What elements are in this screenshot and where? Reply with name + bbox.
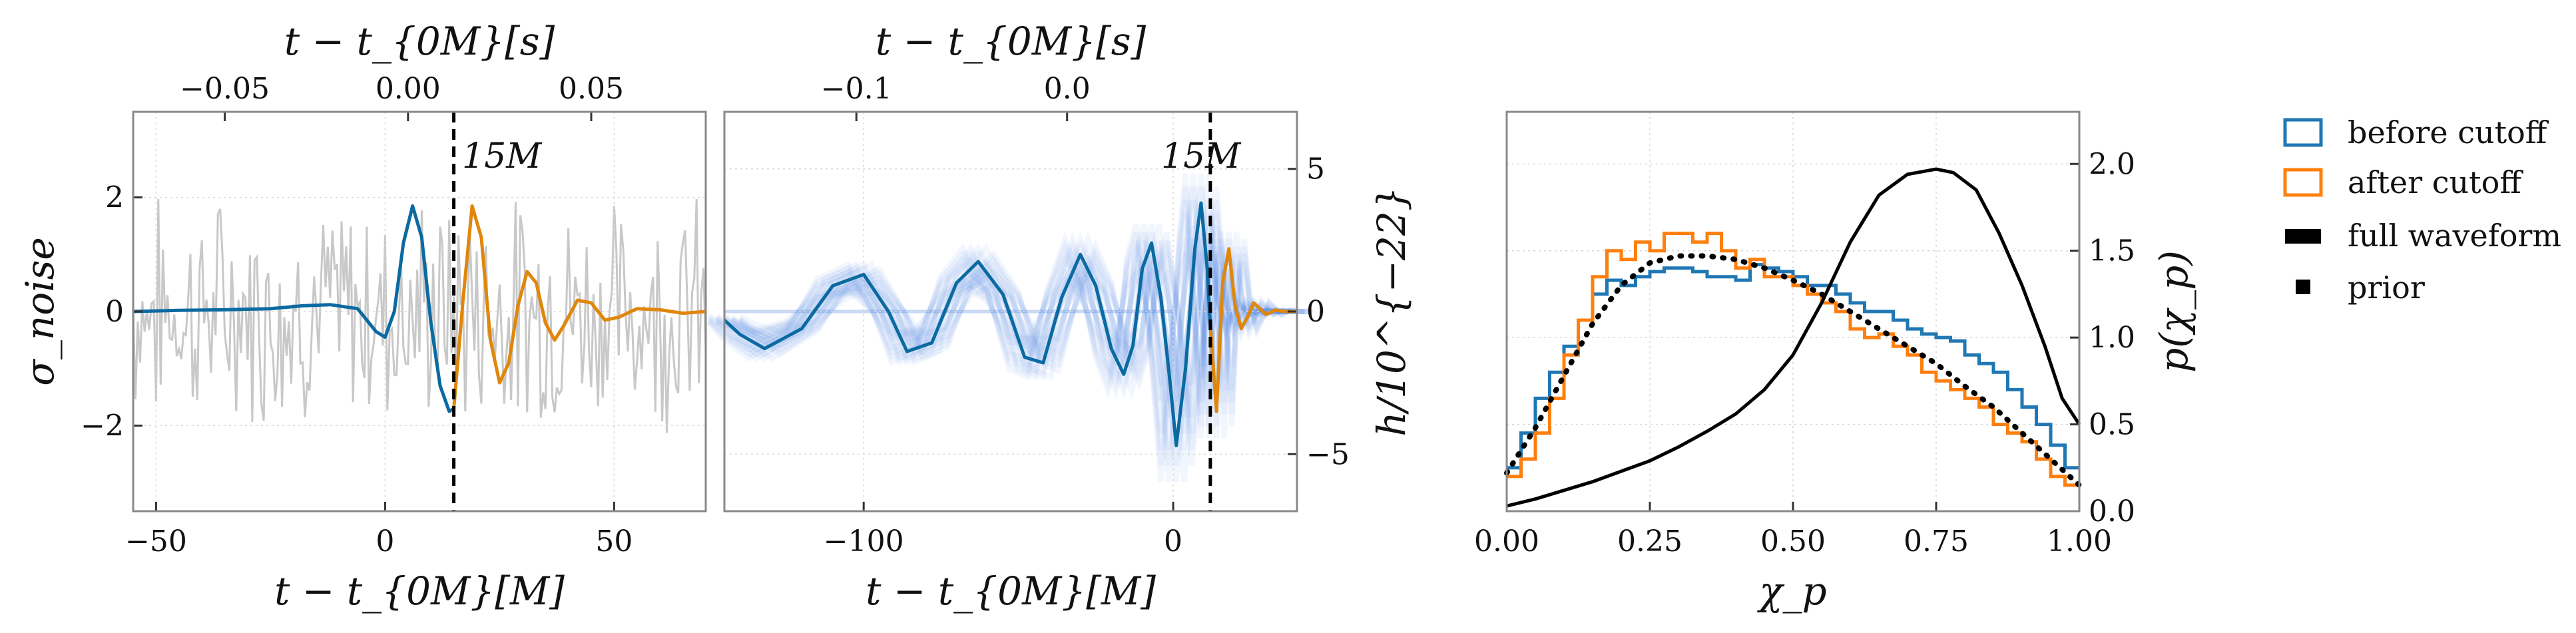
p3-ytick-label: 1.5 bbox=[2089, 234, 2135, 268]
p1-xtick-label: 0 bbox=[376, 525, 394, 558]
p2-xtick-label: 0 bbox=[1164, 525, 1182, 558]
posterior-draw bbox=[738, 225, 1313, 418]
panel3-y-axis-title: p(χ_p) bbox=[2151, 250, 2196, 373]
panel3-x-axis-title: χ_p bbox=[1756, 568, 1826, 614]
legend-label-before: before cutoff bbox=[2348, 114, 2549, 150]
posterior-draw bbox=[722, 238, 1297, 402]
panel1-top-axis-title: t − t_{0M}[s] bbox=[284, 19, 555, 64]
p2-ytick-label: 0 bbox=[1306, 295, 1325, 329]
posterior-draw bbox=[706, 173, 1282, 483]
panel3-frame bbox=[1505, 110, 2081, 513]
p2-xtick-label: −100 bbox=[824, 525, 904, 558]
p3-xtick-label: 0.00 bbox=[1474, 525, 1539, 558]
chi-p-posterior-panel: 0.00 0.25 0.50 0.75 1.000.00.51.01.52.0 χ_p … bbox=[1474, 110, 2196, 614]
panel1-after-line bbox=[452, 204, 706, 409]
legend-label-prior: prior bbox=[2348, 270, 2425, 306]
posterior-draw bbox=[707, 212, 1282, 434]
panel1-ticks: −50 0 50 −2 0 2 −0.05 0.00 0.05 bbox=[81, 72, 633, 558]
posterior-draw bbox=[738, 251, 1313, 386]
posterior-draw bbox=[715, 225, 1290, 418]
legend-label-full: full waveform bbox=[2348, 218, 2561, 254]
p1-xtick-label: 50 bbox=[595, 525, 633, 558]
p2-ytick-label: 5 bbox=[1306, 152, 1325, 186]
p3-ytick-label: 0.0 bbox=[2089, 495, 2135, 528]
panel1-before-line bbox=[132, 204, 455, 413]
p3-xtick-label: 0.25 bbox=[1617, 525, 1682, 558]
panel1-frame bbox=[132, 110, 707, 513]
legend-entry-before-cutoff: before cutoff bbox=[2283, 114, 2549, 150]
p3-ytick-label: 1.0 bbox=[2089, 321, 2135, 355]
p1-ytick-label: −2 bbox=[81, 409, 124, 443]
noise-trace bbox=[132, 199, 707, 433]
prior-line bbox=[1504, 253, 2082, 488]
panel2-lines bbox=[723, 112, 1297, 511]
posterior-draw bbox=[714, 173, 1290, 483]
legend-entry-full-waveform: full waveform bbox=[2285, 218, 2561, 254]
panel1-x-axis-title: t − t_{0M}[M] bbox=[274, 568, 565, 614]
full-waveform-line bbox=[1506, 167, 2081, 508]
panel2-cutoff-label: 15M bbox=[1161, 136, 1242, 176]
p1-xtick-label: −50 bbox=[125, 525, 187, 558]
posterior-draws bbox=[706, 173, 1313, 483]
legend-entry-after-cutoff: after cutoff bbox=[2283, 164, 2523, 200]
panel2-top-axis-title: t − t_{0M}[s] bbox=[876, 19, 1147, 64]
legend-entry-prior: prior bbox=[2296, 270, 2425, 306]
p1-toptick-label: 0.05 bbox=[559, 72, 624, 106]
panel2-x-axis-title: t − t_{0M}[M] bbox=[866, 568, 1156, 614]
p1-toptick-label: 0.00 bbox=[376, 72, 441, 106]
panel1-lines bbox=[132, 112, 706, 511]
p3-xtick-label: 0.75 bbox=[1904, 525, 1969, 558]
p2-ytick-label: −5 bbox=[1306, 437, 1350, 471]
legend: before cutoff after cutoff full waveform… bbox=[2283, 114, 2561, 306]
noise-line bbox=[132, 199, 707, 433]
posterior-draw bbox=[730, 173, 1305, 483]
p3-ytick-label: 2.0 bbox=[2089, 147, 2135, 181]
posterior-draw bbox=[707, 238, 1282, 402]
panel2-y-axis-title: h/10^{−22} bbox=[1369, 186, 1414, 437]
strain-reconstruction-panel: −100 0 −5 0 5 −0.1 0.0 15M t − t_{0M}[M] t − t… bbox=[706, 19, 1414, 614]
p1-ytick-label: 0 bbox=[105, 295, 124, 329]
posterior-draw bbox=[707, 251, 1282, 386]
legend-swatch-before bbox=[2283, 118, 2323, 147]
p3-xtick-label: 0.50 bbox=[1760, 525, 1826, 558]
step-before-cutoff bbox=[1507, 263, 2079, 470]
legend-swatch-prior bbox=[2296, 280, 2310, 294]
p3-xtick-label: 1.00 bbox=[2047, 525, 2112, 558]
posterior-draw bbox=[706, 186, 1282, 467]
p1-ytick-label: 2 bbox=[105, 181, 124, 215]
panel2-before-line bbox=[723, 201, 1212, 447]
legend-label-after: after cutoff bbox=[2348, 164, 2523, 200]
p2-toptick-label: −0.1 bbox=[821, 72, 892, 106]
panel3-lines bbox=[1504, 167, 2082, 508]
whitened-data-panel: −50 0 50 −2 0 2 −0.05 0.00 0.05 15M t − t_{0M}[M… bbox=[17, 19, 707, 614]
panel2-after-line bbox=[1208, 247, 1297, 413]
posterior-draw bbox=[730, 238, 1305, 402]
panel1-y-axis-title: σ_noise bbox=[17, 237, 63, 386]
posterior-draw bbox=[707, 199, 1282, 450]
step-after-cutoff bbox=[1507, 232, 2079, 487]
posterior-draw bbox=[738, 212, 1313, 434]
p3-ytick-label: 0.5 bbox=[2089, 408, 2135, 442]
p1-toptick-label: −0.05 bbox=[180, 72, 270, 106]
posterior-draw bbox=[714, 199, 1290, 450]
posterior-draw bbox=[738, 186, 1313, 467]
panel2-ticks: −100 0 −5 0 5 −0.1 0.0 bbox=[821, 72, 1350, 558]
legend-swatch-full bbox=[2285, 229, 2321, 244]
legend-swatch-after bbox=[2283, 168, 2323, 197]
posterior-draw bbox=[723, 251, 1297, 386]
panel2-frame bbox=[723, 110, 1298, 513]
panel1-cutoff-label: 15M bbox=[462, 136, 543, 176]
posterior-draw bbox=[722, 173, 1297, 483]
p2-toptick-label: 0.0 bbox=[1044, 72, 1091, 106]
posterior-draw bbox=[715, 238, 1290, 402]
posterior-draw bbox=[714, 186, 1290, 467]
panel3-ticks: 0.00 0.25 0.50 0.75 1.000.0 0.5 1.0 1.5 2.0 bbox=[1474, 147, 2135, 558]
